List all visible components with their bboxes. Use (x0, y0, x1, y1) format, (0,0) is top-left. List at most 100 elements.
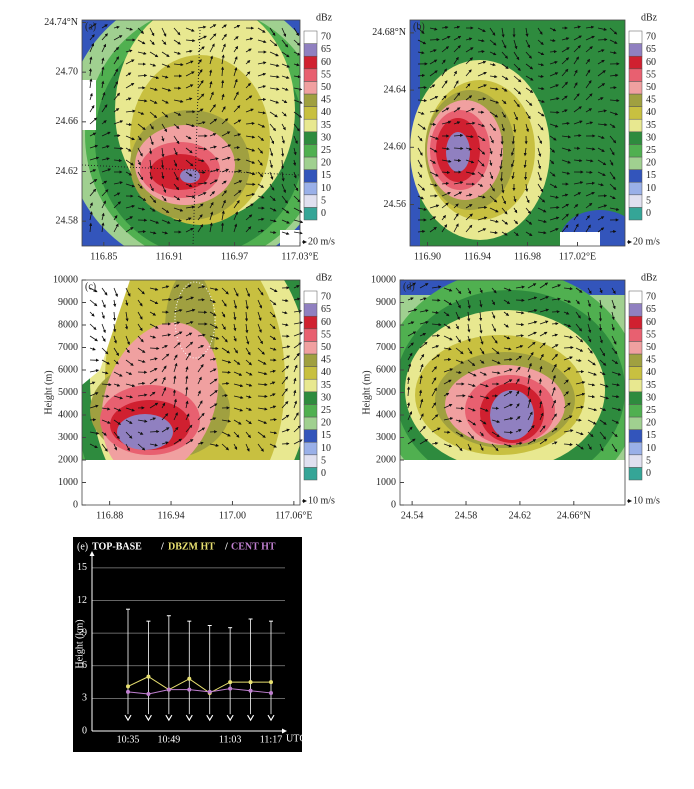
y-tick-label: 1000 (376, 477, 396, 488)
wind-arrow (221, 144, 232, 149)
wind-arrow (293, 377, 297, 385)
wind-arrow (441, 224, 448, 233)
wind-arrow (209, 80, 213, 89)
colorbar-box (303, 68, 318, 82)
wind-arrow (185, 147, 193, 154)
wind-arrow (609, 230, 617, 234)
colorbar-box (628, 391, 643, 405)
wind-arrow (503, 347, 512, 351)
wind-arrow (113, 92, 120, 101)
wind-arrow (233, 25, 241, 29)
wind-arrow (429, 183, 438, 187)
wind-arrow (563, 311, 570, 315)
colorbar-box (303, 207, 318, 221)
wind-arrow (185, 227, 194, 233)
wind-arrow (407, 342, 414, 349)
wind-arrow (233, 347, 238, 354)
wind-arrow (489, 183, 495, 192)
wind-arrow (549, 195, 559, 199)
colorbar-label: 55 (646, 69, 656, 80)
wind-arrow (609, 39, 618, 44)
wind-arrow (477, 27, 486, 32)
wind-arrow (431, 377, 437, 385)
wind-arrow (281, 51, 290, 58)
wind-arrow (209, 417, 217, 421)
wind-arrow (587, 311, 591, 322)
wind-arrow (281, 75, 290, 79)
wind-arrow (221, 199, 226, 209)
wind-arrow (161, 219, 171, 224)
base-arrow (206, 714, 214, 722)
wind-arrow (513, 123, 517, 133)
wind-arrow (149, 311, 157, 316)
wind-arrow (501, 27, 505, 38)
wind-arrow (525, 207, 532, 215)
colorbar-box (303, 404, 318, 418)
colorbar-box (628, 454, 643, 468)
x-tick-label: 116.98 (514, 251, 541, 262)
wind-arrow (125, 371, 133, 375)
wind-arrow (417, 183, 426, 191)
wind-arrow (443, 335, 453, 341)
wind-arrow (149, 207, 156, 212)
wind-arrow (293, 219, 304, 224)
wind-arrow (221, 190, 227, 197)
base-arrow (165, 714, 173, 722)
colorbar-label: 0 (321, 208, 326, 219)
wind-arrow (551, 441, 558, 445)
wind-arrow (161, 402, 166, 409)
series-point (126, 684, 130, 689)
wind-arrow (269, 195, 276, 202)
wind-arrow (245, 419, 252, 425)
colorbar-label: 45 (646, 355, 656, 366)
wind-arrow (209, 222, 213, 233)
wind-arrow (537, 135, 542, 145)
wind-arrow (609, 147, 615, 156)
wind-arrow (573, 192, 582, 197)
colorbar-box (628, 43, 643, 57)
wind-arrow (611, 335, 617, 345)
colorbar-box (628, 144, 643, 158)
wind-arrow (221, 168, 230, 173)
wind-arrow (197, 333, 206, 337)
wind-arrow (281, 376, 289, 385)
wind-arrow (477, 84, 487, 89)
wind-arrow (515, 441, 523, 445)
wind-arrow (149, 123, 154, 130)
panel-e: (e) TOP-BASE / DBZM HT / CENT HT03691215Heigh… (74, 541, 306, 745)
wind-arrow (477, 123, 486, 127)
wind-arrow (489, 39, 497, 46)
wind-arrow (419, 320, 429, 325)
wind-arrow (429, 171, 439, 177)
wind-arrow (611, 347, 618, 355)
wind-arrow (149, 75, 160, 80)
wind-arrow (113, 215, 118, 221)
wind-arrow (549, 110, 560, 114)
wind-arrow (563, 367, 571, 373)
series-point (207, 689, 212, 694)
wind-arrow (453, 70, 457, 77)
colorbar-label: 55 (646, 329, 656, 340)
wind-arrow (209, 211, 214, 221)
wind-arrow (513, 39, 518, 50)
wind-arrow (525, 183, 529, 192)
y-tick-label: 9000 (58, 297, 78, 308)
wind-arrow (587, 347, 593, 354)
wind-arrow (537, 99, 545, 103)
wind-arrow (125, 122, 133, 127)
colorbar-box (628, 156, 643, 170)
wind-arrow (501, 219, 509, 225)
wind-arrow (221, 419, 232, 423)
wind-arrow (537, 231, 547, 235)
wind-arrow (537, 51, 545, 56)
wind-arrow (161, 111, 169, 118)
wind-arrow (245, 431, 251, 439)
wind-arrow (501, 51, 509, 59)
wind-arrow (137, 381, 146, 386)
wind-arrow (101, 33, 108, 41)
wind-arrow (419, 353, 425, 361)
wind-arrow (429, 27, 438, 31)
wind-arrow (113, 35, 123, 41)
wind-arrow (513, 99, 520, 108)
wind-arrow (573, 223, 579, 233)
